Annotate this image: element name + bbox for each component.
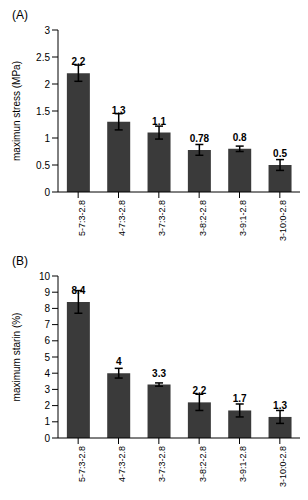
svg-text:maximum starin (%): maximum starin (%) [11,313,22,402]
html-text:(B): (B) [12,254,28,268]
svg-text:8: 8 [44,303,50,314]
svg-text:1: 1 [44,133,50,144]
svg-text:0: 0 [44,433,50,444]
svg-text:10: 10 [39,271,51,282]
svg-text:0.5: 0.5 [36,160,50,171]
svg-text:3-8:2-2.8: 3-8:2-2.8 [198,200,208,236]
svg-text:0.8: 0.8 [233,132,247,143]
svg-text:1.7: 1.7 [233,393,247,404]
svg-text:3: 3 [44,25,50,36]
svg-text:4: 4 [44,368,50,379]
svg-text:2.2: 2.2 [192,385,206,396]
svg-text:3-8:2-2.8: 3-8:2-2.8 [198,446,208,482]
svg-text:4-7:3-2.8: 4-7:3-2.8 [117,446,127,482]
svg-text:0.78: 0.78 [190,133,210,144]
svg-text:3-7:3-2.8: 3-7:3-2.8 [157,446,167,482]
svg-text:3.3: 3.3 [152,368,166,379]
svg-text:7: 7 [44,319,50,330]
svg-text:9: 9 [44,287,50,298]
svg-text:6: 6 [44,335,50,346]
svg-text:2: 2 [44,79,50,90]
svg-text:2.2: 2.2 [71,56,85,67]
html-text:(A): (A) [12,8,28,22]
svg-text:0: 0 [44,187,50,198]
svg-text:8.4: 8.4 [71,285,85,296]
svg-text:3: 3 [44,384,50,395]
svg-text:3-7:3-2.8: 3-7:3-2.8 [157,200,167,236]
svg-text:1.1: 1.1 [152,116,166,127]
svg-text:5-7:3-2.8: 5-7:3-2.8 [77,200,87,236]
svg-text:2: 2 [44,400,50,411]
svg-text:5-7:3-2.8: 5-7:3-2.8 [77,446,87,482]
svg-text:1: 1 [44,416,50,427]
svg-text:5: 5 [44,352,50,363]
svg-text:0.5: 0.5 [273,148,287,159]
svg-text:4: 4 [116,356,122,367]
svg-text:3-10:0-2.8: 3-10:0-2.8 [278,200,288,241]
svg-text:1.3: 1.3 [273,400,287,411]
svg-text:3-9:1-2.8: 3-9:1-2.8 [238,446,248,482]
svg-text:1.3: 1.3 [112,105,126,116]
svg-text:3-10:0-2.8: 3-10:0-2.8 [278,446,288,487]
svg-text:1.5: 1.5 [36,106,50,117]
svg-text:2.5: 2.5 [36,52,50,63]
svg-text:maximun stress (MPa): maximun stress (MPa) [11,61,22,161]
svg-text:3-9:1-2.8: 3-9:1-2.8 [238,200,248,236]
svg-text:4-7:3-2.8: 4-7:3-2.8 [117,200,127,236]
